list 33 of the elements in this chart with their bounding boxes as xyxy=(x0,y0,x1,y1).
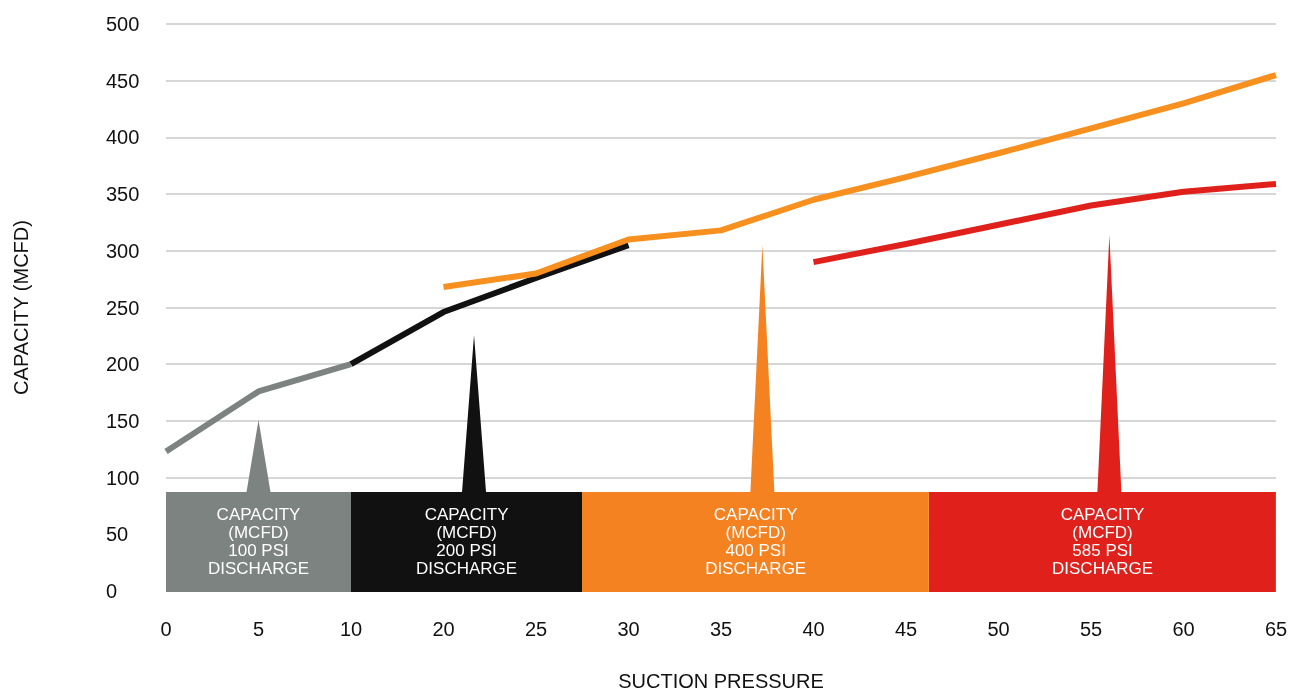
x-tick-label: 25 xyxy=(524,618,548,640)
x-tick-label: 65 xyxy=(1264,618,1288,640)
y-tick-label: 150 xyxy=(106,409,140,432)
callout-box: CAPACITY (MCFD) 400 PSI DISCHARGE xyxy=(582,245,930,592)
annotation: CAPACITY (MCFD) 200 PSI DISCHARGE xyxy=(415,504,519,580)
annotation: CAPACITY (MCFD) 100 PSI DISCHARGE xyxy=(206,504,311,580)
y-tick-label: 350 xyxy=(106,183,140,206)
x-tick-label: 45 xyxy=(894,618,918,640)
callout-box: CAPACITY (MCFD) 585 PSI DISCHARGE xyxy=(929,235,1276,592)
x-tick-label: 20 xyxy=(432,618,455,640)
x-tick-label: 30 xyxy=(617,618,640,640)
x-tick-label: 40 xyxy=(802,618,825,640)
x-axis-title: SUCTION PRESSURE xyxy=(618,670,824,692)
x-tick-label: 0 xyxy=(160,618,172,640)
y-tick-label: 400 xyxy=(106,126,140,149)
annotation: CAPACITY (MCFD) 400 PSI DISCHARGE xyxy=(704,504,808,580)
y-axis-title: CAPACITY (MCFD) xyxy=(10,220,32,395)
y-tick-label: 0 xyxy=(106,580,118,602)
y-tick-label: 450 xyxy=(106,69,140,92)
y-tick-label: 100 xyxy=(106,466,140,489)
y-tick-label: 250 xyxy=(106,296,140,319)
x-tick-label: 10 xyxy=(339,618,363,640)
x-tick-label: 5 xyxy=(252,618,265,640)
annotation: CAPACITY (MCFD) 585 PSI DISCHARGE xyxy=(1051,504,1155,580)
callout-box: CAPACITY (MCFD) 100 PSI DISCHARGE xyxy=(166,420,351,592)
y-tick-label: 50 xyxy=(106,523,129,546)
y-tick-label: 300 xyxy=(106,239,140,262)
x-tick-label: 55 xyxy=(1079,618,1103,640)
x-tick-label: 50 xyxy=(987,618,1010,640)
y-tick-label: 200 xyxy=(106,353,140,376)
x-tick-label: 60 xyxy=(1172,618,1195,640)
x-tick-label: 35 xyxy=(709,618,733,640)
y-tick-label: 500 xyxy=(106,13,140,35)
